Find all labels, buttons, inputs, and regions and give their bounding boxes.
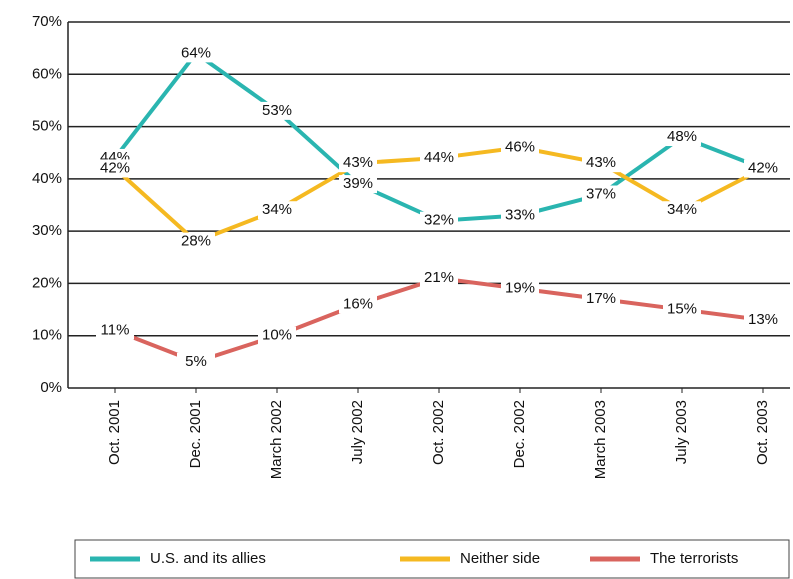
data-label-bg [744,159,782,178]
x-tick-label: Oct. 2001 [106,400,123,465]
data-label: 33% [505,206,535,223]
data-label-bg [258,101,296,120]
data-label: 28% [181,233,211,250]
y-tick-label: 60% [32,65,62,82]
data-label-bg [96,321,134,340]
data-label-bg [339,154,377,173]
y-tick-label: 40% [32,170,62,187]
data-label-bg [501,279,539,298]
y-tick-label: 10% [32,327,62,344]
data-label-bg [744,311,782,330]
data-label-bg [420,269,458,288]
data-label: 34% [262,201,292,218]
data-label-bg [582,290,620,309]
data-label-bg [177,352,215,371]
data-label-bg [258,201,296,220]
data-label-bg [177,232,215,251]
data-label-bg [420,211,458,230]
data-label-bg [501,206,539,225]
x-tick-label: March 2002 [268,400,285,479]
x-tick-label: Dec. 2002 [511,400,528,468]
data-label: 15% [667,301,697,318]
y-tick-label: 70% [32,13,62,30]
x-tick-label: July 2002 [349,400,366,464]
data-label: 13% [748,311,778,328]
data-label: 43% [343,154,373,171]
legend-label: Neither side [460,550,540,567]
y-tick-label: 50% [32,118,62,135]
data-label: 32% [424,212,454,229]
x-tick-label: Oct. 2002 [430,400,447,465]
x-tick-label: July 2003 [673,400,690,464]
data-label: 19% [505,280,535,297]
data-label: 39% [343,175,373,192]
data-label-bg [339,295,377,314]
data-label-bg [663,201,701,220]
y-tick-label: 30% [32,222,62,239]
data-label: 53% [262,102,292,119]
data-label: 37% [586,186,616,203]
x-tick-label: Oct. 2003 [754,400,771,465]
data-label: 34% [667,201,697,218]
data-label-bg [339,175,377,194]
x-tick-label: March 2003 [592,400,609,479]
y-tick-label: 0% [40,379,62,396]
data-label: 16% [343,295,373,312]
data-label-bg [663,128,701,147]
data-label: 10% [262,327,292,344]
data-label-bg [582,185,620,204]
data-label-bg [582,154,620,173]
data-label: 21% [424,269,454,286]
data-label: 42% [100,159,130,176]
x-tick-label: Dec. 2001 [187,400,204,468]
data-label: 5% [185,353,207,370]
data-label: 17% [586,290,616,307]
data-label: 43% [586,154,616,171]
legend-label: The terrorists [650,550,738,567]
data-label-bg [258,326,296,345]
data-label-bg [177,44,215,63]
data-label: 11% [101,321,130,338]
y-tick-label: 20% [32,274,62,291]
legend-label: U.S. and its allies [150,550,266,567]
data-label: 48% [667,128,697,145]
data-label: 44% [424,149,454,166]
data-label: 64% [181,44,211,61]
data-label-bg [663,300,701,319]
data-label: 42% [748,159,778,176]
data-label-bg [420,148,458,167]
series-line [114,276,764,364]
data-label-bg [501,138,539,157]
data-label: 46% [505,138,535,155]
data-label-bg [96,159,134,178]
